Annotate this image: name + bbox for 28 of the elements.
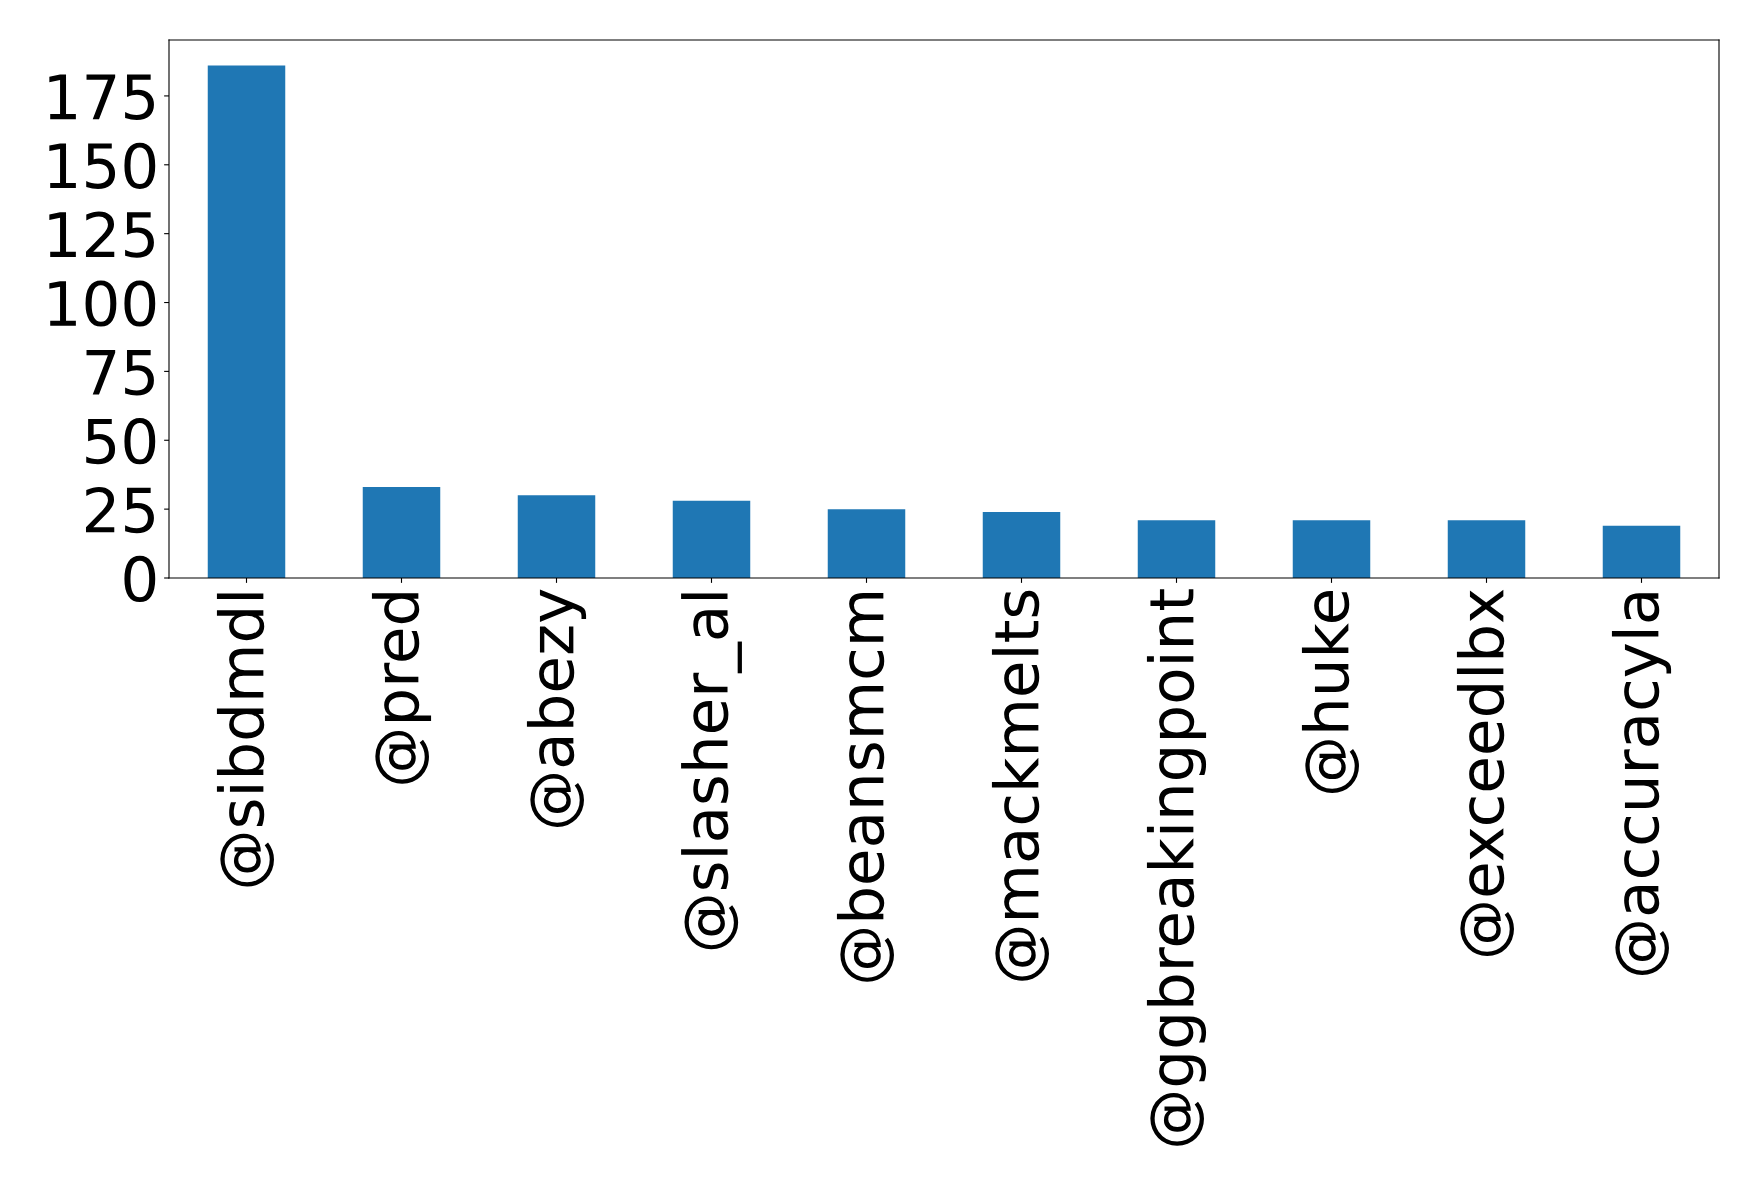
x-tick-label: @huke bbox=[1301, 590, 1359, 794]
x-tick-label: @exceedlbx bbox=[1456, 589, 1514, 956]
bar bbox=[982, 511, 1061, 578]
bar bbox=[1137, 520, 1216, 578]
bar bbox=[1292, 520, 1371, 578]
x-tick-label: @slasher_al bbox=[681, 593, 742, 950]
bar bbox=[207, 65, 286, 578]
x-tick-label: @ggbreakingpoint bbox=[1146, 589, 1207, 1146]
x-tick-label: @accuracyla bbox=[1611, 593, 1672, 975]
y-tick-label: 125 bbox=[49, 211, 154, 258]
x-tick-label: @abezy bbox=[526, 589, 587, 827]
y-tick-label: 75 bbox=[86, 350, 154, 396]
x-tick-label: @beansmcm bbox=[836, 592, 894, 982]
bar bbox=[362, 487, 441, 578]
y-tick-label: 100 bbox=[49, 280, 156, 327]
bar bbox=[1447, 520, 1526, 578]
y-tick-label: 150 bbox=[49, 142, 156, 189]
y-tick-label: 175 bbox=[49, 74, 154, 121]
x-tick-label: @mackmelts bbox=[991, 590, 1049, 981]
bar bbox=[517, 495, 596, 578]
bar bbox=[672, 500, 751, 578]
x-tick-label: @sibdmdl bbox=[216, 593, 274, 887]
y-tick-label: 0 bbox=[124, 555, 156, 603]
x-tick-label: @pred bbox=[371, 593, 432, 784]
y-tick-label: 25 bbox=[85, 486, 154, 534]
bar bbox=[1602, 525, 1681, 578]
bar bbox=[827, 509, 906, 578]
y-tick-label: 50 bbox=[86, 418, 156, 465]
